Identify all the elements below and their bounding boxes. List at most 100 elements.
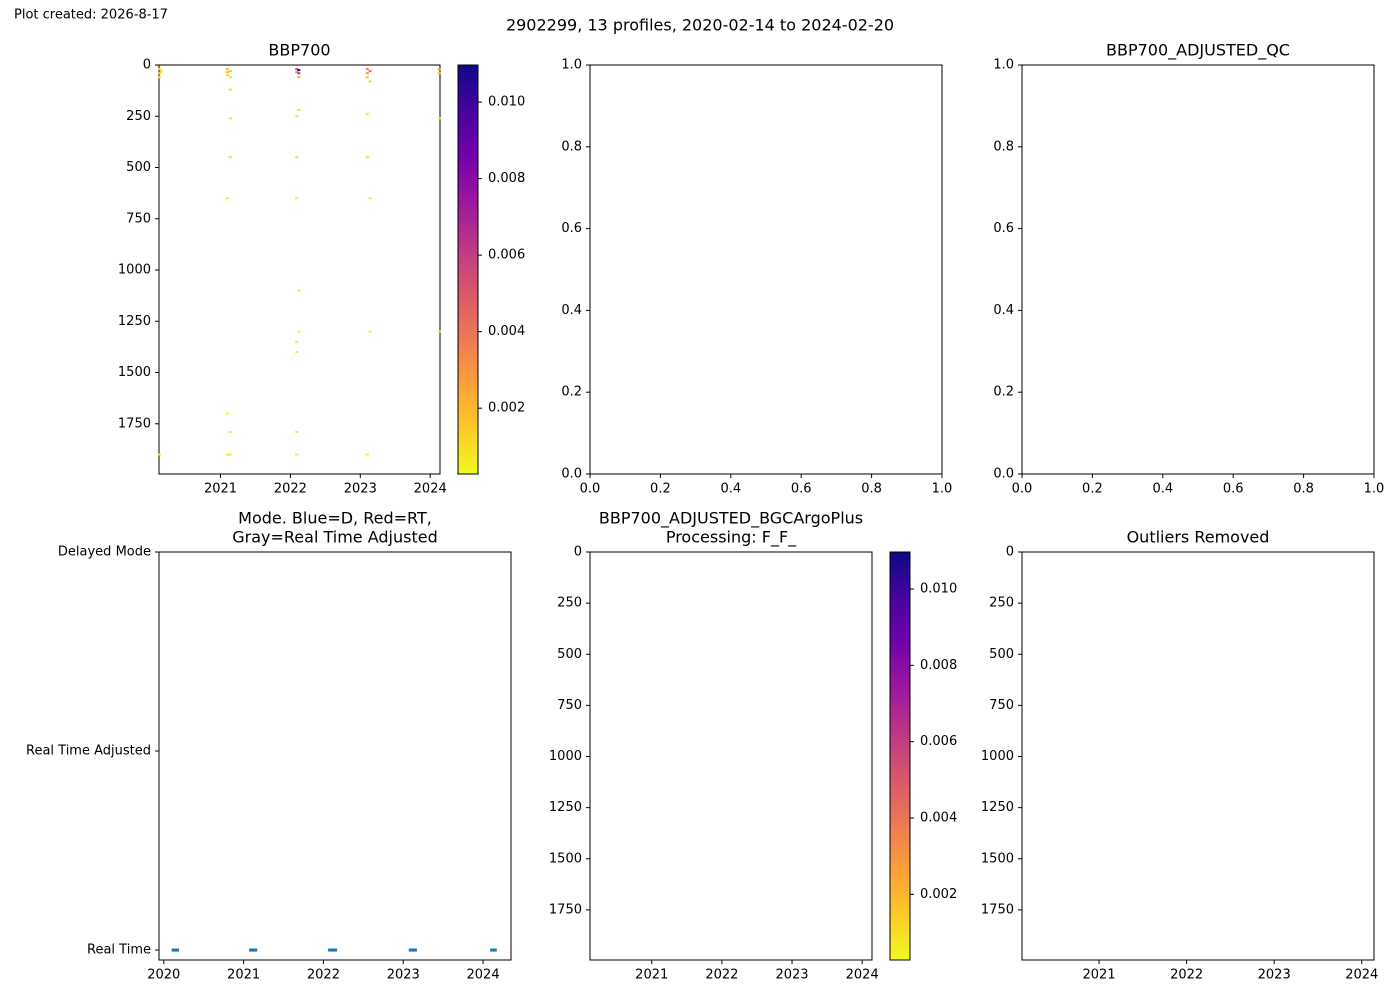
x-tick-label: 1.0 [932,482,953,497]
y-tick-label: 250 [989,596,1014,611]
panel-title: Mode. Blue=D, Red=RT, [238,509,432,528]
panel-title: BBP700 [268,41,330,60]
plot-area [158,551,512,961]
scatter-point [228,430,232,433]
scatter-point [295,68,299,71]
scatter-point [368,70,372,73]
panel: 0.0 0.2 0.4 0.6 0.8 1.0 0.0 0.2 0.4 0.6 0.8 1.0 [561,58,952,497]
scatter-point [491,948,497,952]
y-tick-label: 0.2 [993,385,1014,400]
y-tick-label: 0.8 [561,139,582,154]
y-tick-label: 0.0 [993,467,1014,482]
x-tick-label: 0.2 [1082,482,1103,497]
scatter-point [252,948,258,952]
y-tick-label: 1000 [118,263,151,278]
scatter-point [295,115,299,118]
scatter-point [365,156,369,159]
x-tick-label: 2022 [705,968,738,983]
panel-title: BBP700_ADJUSTED_BGCArgoPlus [599,509,863,529]
scatter-point [226,74,230,77]
y-tick-label: 0.0 [561,467,582,482]
panel: Outliers Removed 2021 2022 2023 2024 0 250 500 7… [981,528,1378,983]
scatter-point [297,72,301,75]
scatter-point [332,948,338,952]
x-tick-label: 2022 [274,482,307,497]
x-tick-label: 0.2 [650,482,671,497]
y-tick-label: 1000 [549,749,582,764]
scatter-point [368,197,372,200]
scatter-point [228,117,232,120]
y-tick-label: 0.8 [993,139,1014,154]
scatter-point [158,72,162,75]
scatter-point [226,197,230,200]
panel: BBP700 2021 2022 2023 2024 0 250 500 750 1000 1250… [118,41,525,497]
x-tick-label: 0.0 [580,482,601,497]
panel: BBP700_ADJUSTED_QC 0.0 0.2 0.4 0.6 0.8 1.0 0.0 0… [993,41,1384,497]
colorbar-tick-label: 0.008 [920,658,957,673]
scatter-point [174,948,180,952]
y-tick-label: Delayed Mode [58,545,151,560]
colorbar-tick-label: 0.004 [488,324,525,339]
scatter-point [297,330,301,333]
scatter-point [297,109,301,112]
colorbar-tick-label: 0.002 [488,401,525,416]
scatter-point [297,76,301,79]
scatter-point [437,68,441,71]
figure-title: 2902299, 13 profiles, 2020-02-14 to 2024… [506,16,894,35]
x-tick-label: 2021 [1083,968,1116,983]
y-tick-label: 250 [557,596,582,611]
scatter-point [365,113,369,116]
x-tick-label: 2021 [204,482,237,497]
x-tick-label: 2023 [344,482,377,497]
y-tick-label: 750 [557,698,582,713]
y-tick-label: 1500 [118,365,151,380]
x-tick-label: 1.0 [1364,482,1385,497]
scatter-point [295,351,299,354]
plot-note: Plot created: 2026-8-17 [14,8,168,23]
panel-title: Gray=Real Time Adjusted [232,528,438,547]
scatter-point [437,330,441,333]
scatter-point [226,453,230,456]
x-tick-label: 0.6 [1223,482,1244,497]
y-tick-label: 1250 [118,314,151,329]
scatter-point [228,70,232,73]
panel-title: Outliers Removed [1127,528,1270,547]
scatter-point [226,68,230,71]
plot-area [589,551,873,961]
x-tick-label: 2024 [467,968,500,983]
y-tick-label: 0.6 [561,221,582,236]
scatter-point [437,72,441,75]
x-tick-label: 2021 [227,968,260,983]
y-tick-label: 750 [989,698,1014,713]
colorbar-tick-label: 0.008 [488,171,525,186]
x-tick-label: 2023 [387,968,420,983]
x-tick-label: 2020 [147,968,180,983]
x-tick-label: 0.4 [1152,482,1173,497]
scatter-point [297,69,301,72]
panel-title: Processing: F_F_ [666,528,797,548]
scatter-point [365,68,369,71]
scatter-point [295,156,299,159]
scatter-point [158,453,162,456]
y-tick-label: 0.2 [561,385,582,400]
scatter-point [295,430,299,433]
y-tick-label: Real Time [87,943,151,958]
plot-area [1021,64,1375,475]
scatter-point [228,88,232,91]
scatter-point [228,453,232,456]
x-tick-label: 2024 [414,482,447,497]
scatter-point [295,340,299,343]
x-tick-label: 2024 [846,968,879,983]
plot-area [589,64,943,475]
x-tick-label: 2024 [1345,968,1378,983]
scatter-point [297,289,301,292]
scatter-point [226,412,230,415]
x-tick-label: 2021 [635,968,668,983]
y-tick-label: 1.0 [561,58,582,73]
y-tick-label: 500 [126,160,151,175]
y-tick-label: Real Time Adjusted [26,744,151,759]
x-tick-label: 2022 [307,968,340,983]
colorbar-tick-label: 0.010 [488,95,525,110]
plot-area [1021,551,1375,961]
